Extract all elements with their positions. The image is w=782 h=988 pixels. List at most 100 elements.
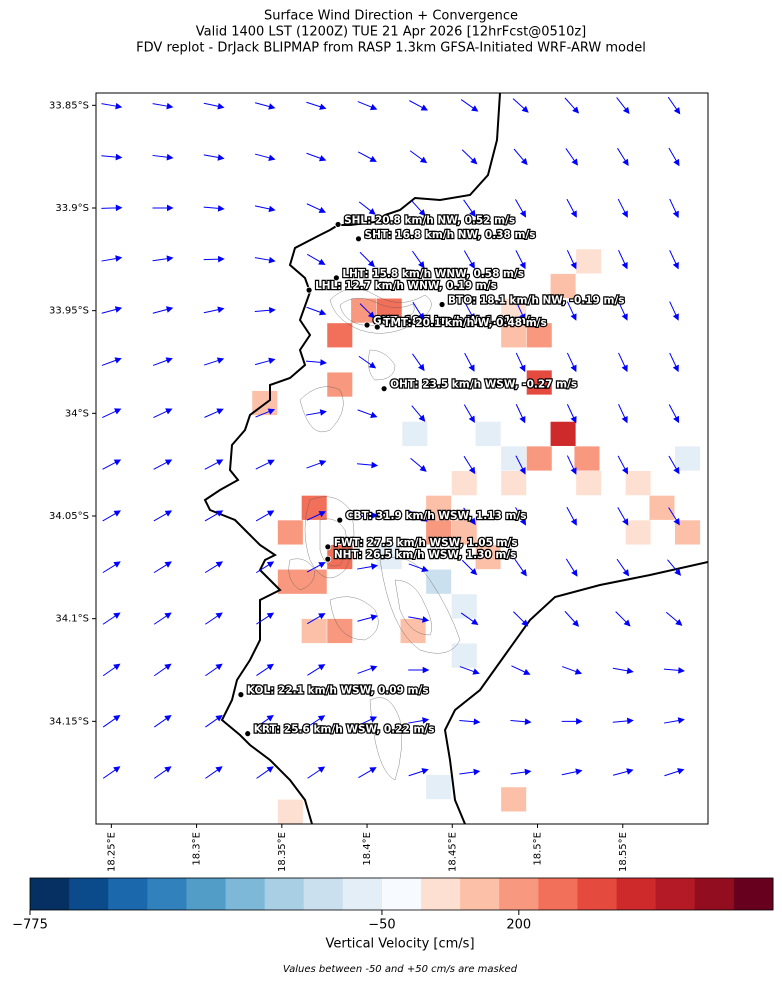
wind-arrow <box>102 561 121 574</box>
wind-arrow <box>616 97 630 115</box>
wind-arrow <box>358 355 377 369</box>
wind-arrow <box>101 306 123 314</box>
x-tick-label: 18.4°E <box>362 832 373 866</box>
wind-arrow <box>204 561 224 574</box>
wind-arrow <box>616 558 630 577</box>
station-label: NHT: 26.5 km/h WSW, 1.30 m/s <box>334 549 517 561</box>
station-marker <box>363 321 371 329</box>
wind-arrow <box>358 201 376 215</box>
colorbar-frame <box>29 877 774 911</box>
wind-arrow <box>464 352 475 372</box>
station-label: FWT: 27.5 km/h WSW, 1.05 m/s <box>334 537 518 549</box>
wind-arrow <box>668 147 680 167</box>
station-marker <box>438 301 446 308</box>
convergence-cell <box>277 799 303 824</box>
wind-arrow <box>307 253 326 265</box>
wind-arrow <box>152 153 174 161</box>
wind-arrow <box>618 352 628 373</box>
colorbar-segment <box>147 878 187 910</box>
wind-arrow <box>410 457 427 472</box>
convergence-cell <box>400 618 426 644</box>
colorbar-segment <box>655 878 696 910</box>
wind-arrow <box>254 153 276 162</box>
wind-arrow <box>408 717 430 724</box>
station-label: LHT: 15.8 km/h WNW, 0.58 m/s <box>342 268 524 280</box>
wind-arrow <box>412 250 425 269</box>
wind-arrow <box>408 563 429 572</box>
colorbar-segment <box>225 878 266 910</box>
wind-arrow <box>357 665 378 674</box>
wind-arrow <box>513 611 529 627</box>
convergence-cell <box>327 323 353 348</box>
convergence-cell <box>277 520 303 545</box>
wind-arrow <box>667 559 682 576</box>
wind-arrow <box>515 352 526 373</box>
station-label: BTO: 18.1 km/h NW, -0.19 m/s <box>448 294 625 306</box>
colorbar-segment <box>303 878 344 910</box>
map-frame <box>95 92 709 825</box>
convergence-cell <box>501 323 527 348</box>
wind-arrow <box>459 768 481 776</box>
wind-arrow <box>357 461 379 469</box>
wind-arrow <box>154 766 172 779</box>
x-tick-label: 18.5°E <box>533 832 544 866</box>
y-tick-label: 33.9°S <box>55 203 89 214</box>
convergence-cell <box>451 594 477 619</box>
wind-arrow <box>256 663 274 677</box>
wind-arrow <box>565 148 578 166</box>
wind-arrow <box>205 612 223 625</box>
wind-arrow <box>510 768 532 776</box>
wind-arrow <box>617 198 628 218</box>
wind-arrow <box>305 359 327 366</box>
station-label: TMT: 20.1 km/h W, 0.48 m/s <box>383 317 546 329</box>
wind-arrow <box>256 612 275 625</box>
wind-arrow <box>101 204 123 212</box>
y-tick-label: 34.05°S <box>49 511 89 522</box>
x-tick-label: 18.3°E <box>192 832 203 866</box>
convergence-layer <box>252 249 701 824</box>
wind-arrow <box>357 512 379 519</box>
wind-arrow <box>306 562 326 573</box>
wind-arrow <box>617 455 628 475</box>
wind-arrow <box>617 147 629 167</box>
wind-arrow <box>256 561 275 574</box>
convergence-cell <box>426 569 452 594</box>
wind-arrow <box>306 306 327 316</box>
wind-arrow <box>203 255 225 263</box>
wind-arrow <box>565 558 578 577</box>
colorbar-segment <box>499 878 539 910</box>
colorbar: −775 −50 200 <box>12 877 774 933</box>
wind-arrow <box>408 666 430 674</box>
wind-arrow <box>566 352 577 373</box>
wind-arrow <box>101 102 123 110</box>
station-label: KOL: 22.1 km/h WSW, 0.09 m/s <box>247 685 429 697</box>
wind-arrow <box>101 153 123 161</box>
wind-arrow <box>255 408 276 418</box>
wind-arrow <box>153 408 173 419</box>
coastline <box>203 93 708 824</box>
wind-arrow <box>668 404 680 424</box>
wind-arrow <box>152 255 174 262</box>
wind-arrow <box>411 200 426 217</box>
x-tick-label: 18.35°E <box>277 832 288 872</box>
stations-layer: SHL: 20.8 km/h NW, 0.52 m/s SHT: 16.8 km/… <box>237 213 626 738</box>
convergence-cell <box>475 421 501 446</box>
title-line: Surface Wind Direction + Convergence <box>264 9 518 24</box>
wind-arrow <box>152 306 174 314</box>
convergence-cell <box>576 471 602 496</box>
wind-arrow <box>102 663 121 677</box>
wind-arrow <box>254 102 276 110</box>
wind-arrow <box>566 250 577 270</box>
colorbar-note: Values between -50 and +50 cm/s are mask… <box>283 964 518 975</box>
wind-arrow <box>463 455 476 475</box>
wind-arrow <box>618 301 628 321</box>
wind-arrow <box>464 301 475 321</box>
colorbar-segment <box>538 878 578 910</box>
title-line: FDV replot - DrJack BLIPMAP from RASP 1.… <box>136 41 646 56</box>
wind-arrow <box>102 510 121 522</box>
station-label: GUT: 18.5 km/h W, 1.01 m/s <box>373 315 536 327</box>
station-marker <box>244 730 252 738</box>
wind-arrow <box>408 768 429 777</box>
wind-arrow <box>513 148 528 166</box>
wind-arrow <box>408 616 430 623</box>
